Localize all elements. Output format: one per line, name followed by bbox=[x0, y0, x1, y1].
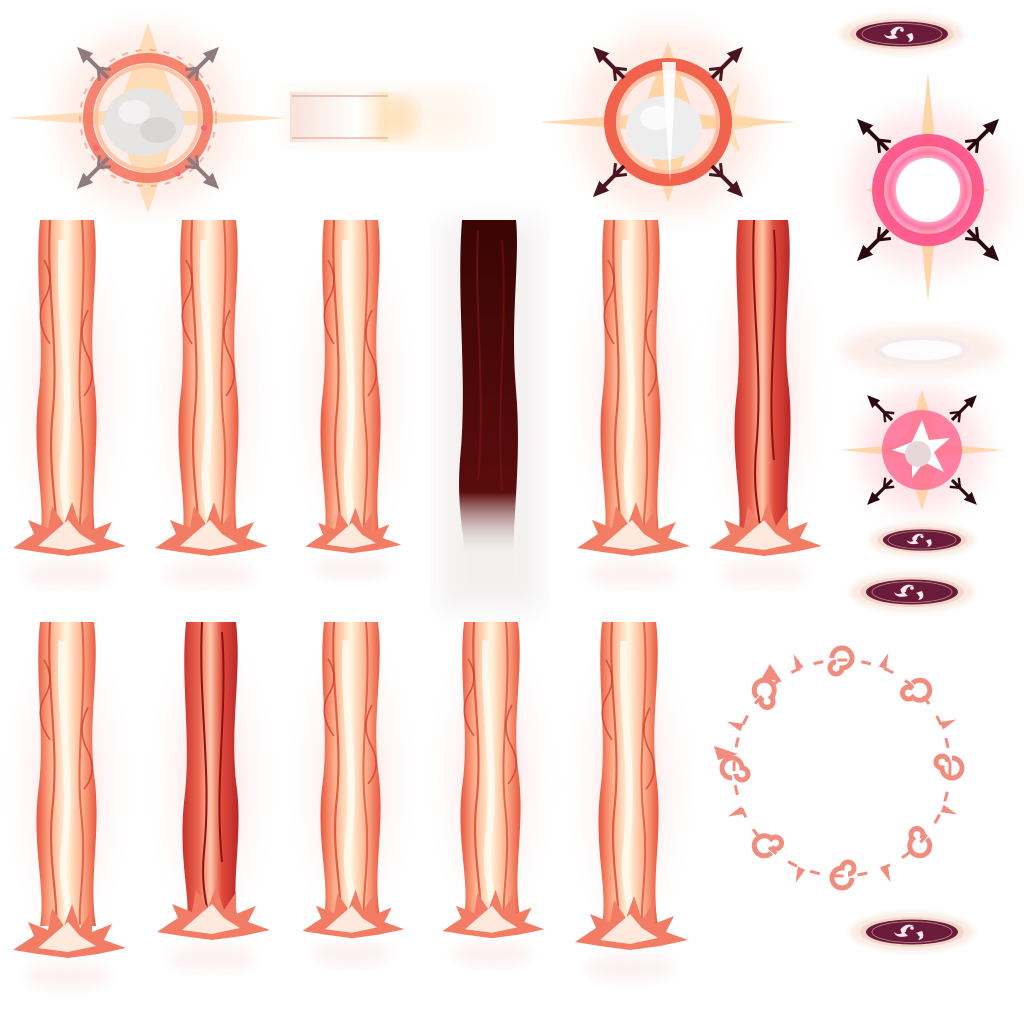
seal-ghost bbox=[842, 326, 1002, 374]
burst-frame-3 bbox=[848, 72, 1008, 302]
seal-emblem-top bbox=[840, 14, 964, 54]
flame-pillar bbox=[297, 220, 407, 581]
streak-frame bbox=[288, 88, 478, 144]
burst-frame-4 bbox=[840, 388, 1004, 512]
shadow-pillar bbox=[440, 220, 540, 610]
flame-pillar bbox=[13, 622, 126, 990]
flame-pillar bbox=[155, 220, 268, 588]
burst-frame-2 bbox=[540, 30, 796, 214]
flame-pillar bbox=[577, 220, 690, 588]
seal-emblem-mid-2 bbox=[850, 572, 974, 612]
flame-pillar bbox=[575, 622, 688, 982]
flame-pillar bbox=[13, 220, 126, 588]
seal-emblem-mid-1 bbox=[869, 523, 974, 557]
pillar-row-2 bbox=[13, 622, 688, 990]
flame-pillar bbox=[297, 622, 407, 967]
flame-pillar-dark bbox=[157, 621, 270, 972]
flame-pillar bbox=[437, 622, 547, 967]
flame-pillar-dark bbox=[709, 219, 822, 588]
fire-ring bbox=[714, 645, 965, 891]
pillar-row-1 bbox=[13, 220, 822, 610]
burst-frame-1 bbox=[8, 23, 288, 213]
seal-emblem-bottom bbox=[850, 912, 974, 952]
